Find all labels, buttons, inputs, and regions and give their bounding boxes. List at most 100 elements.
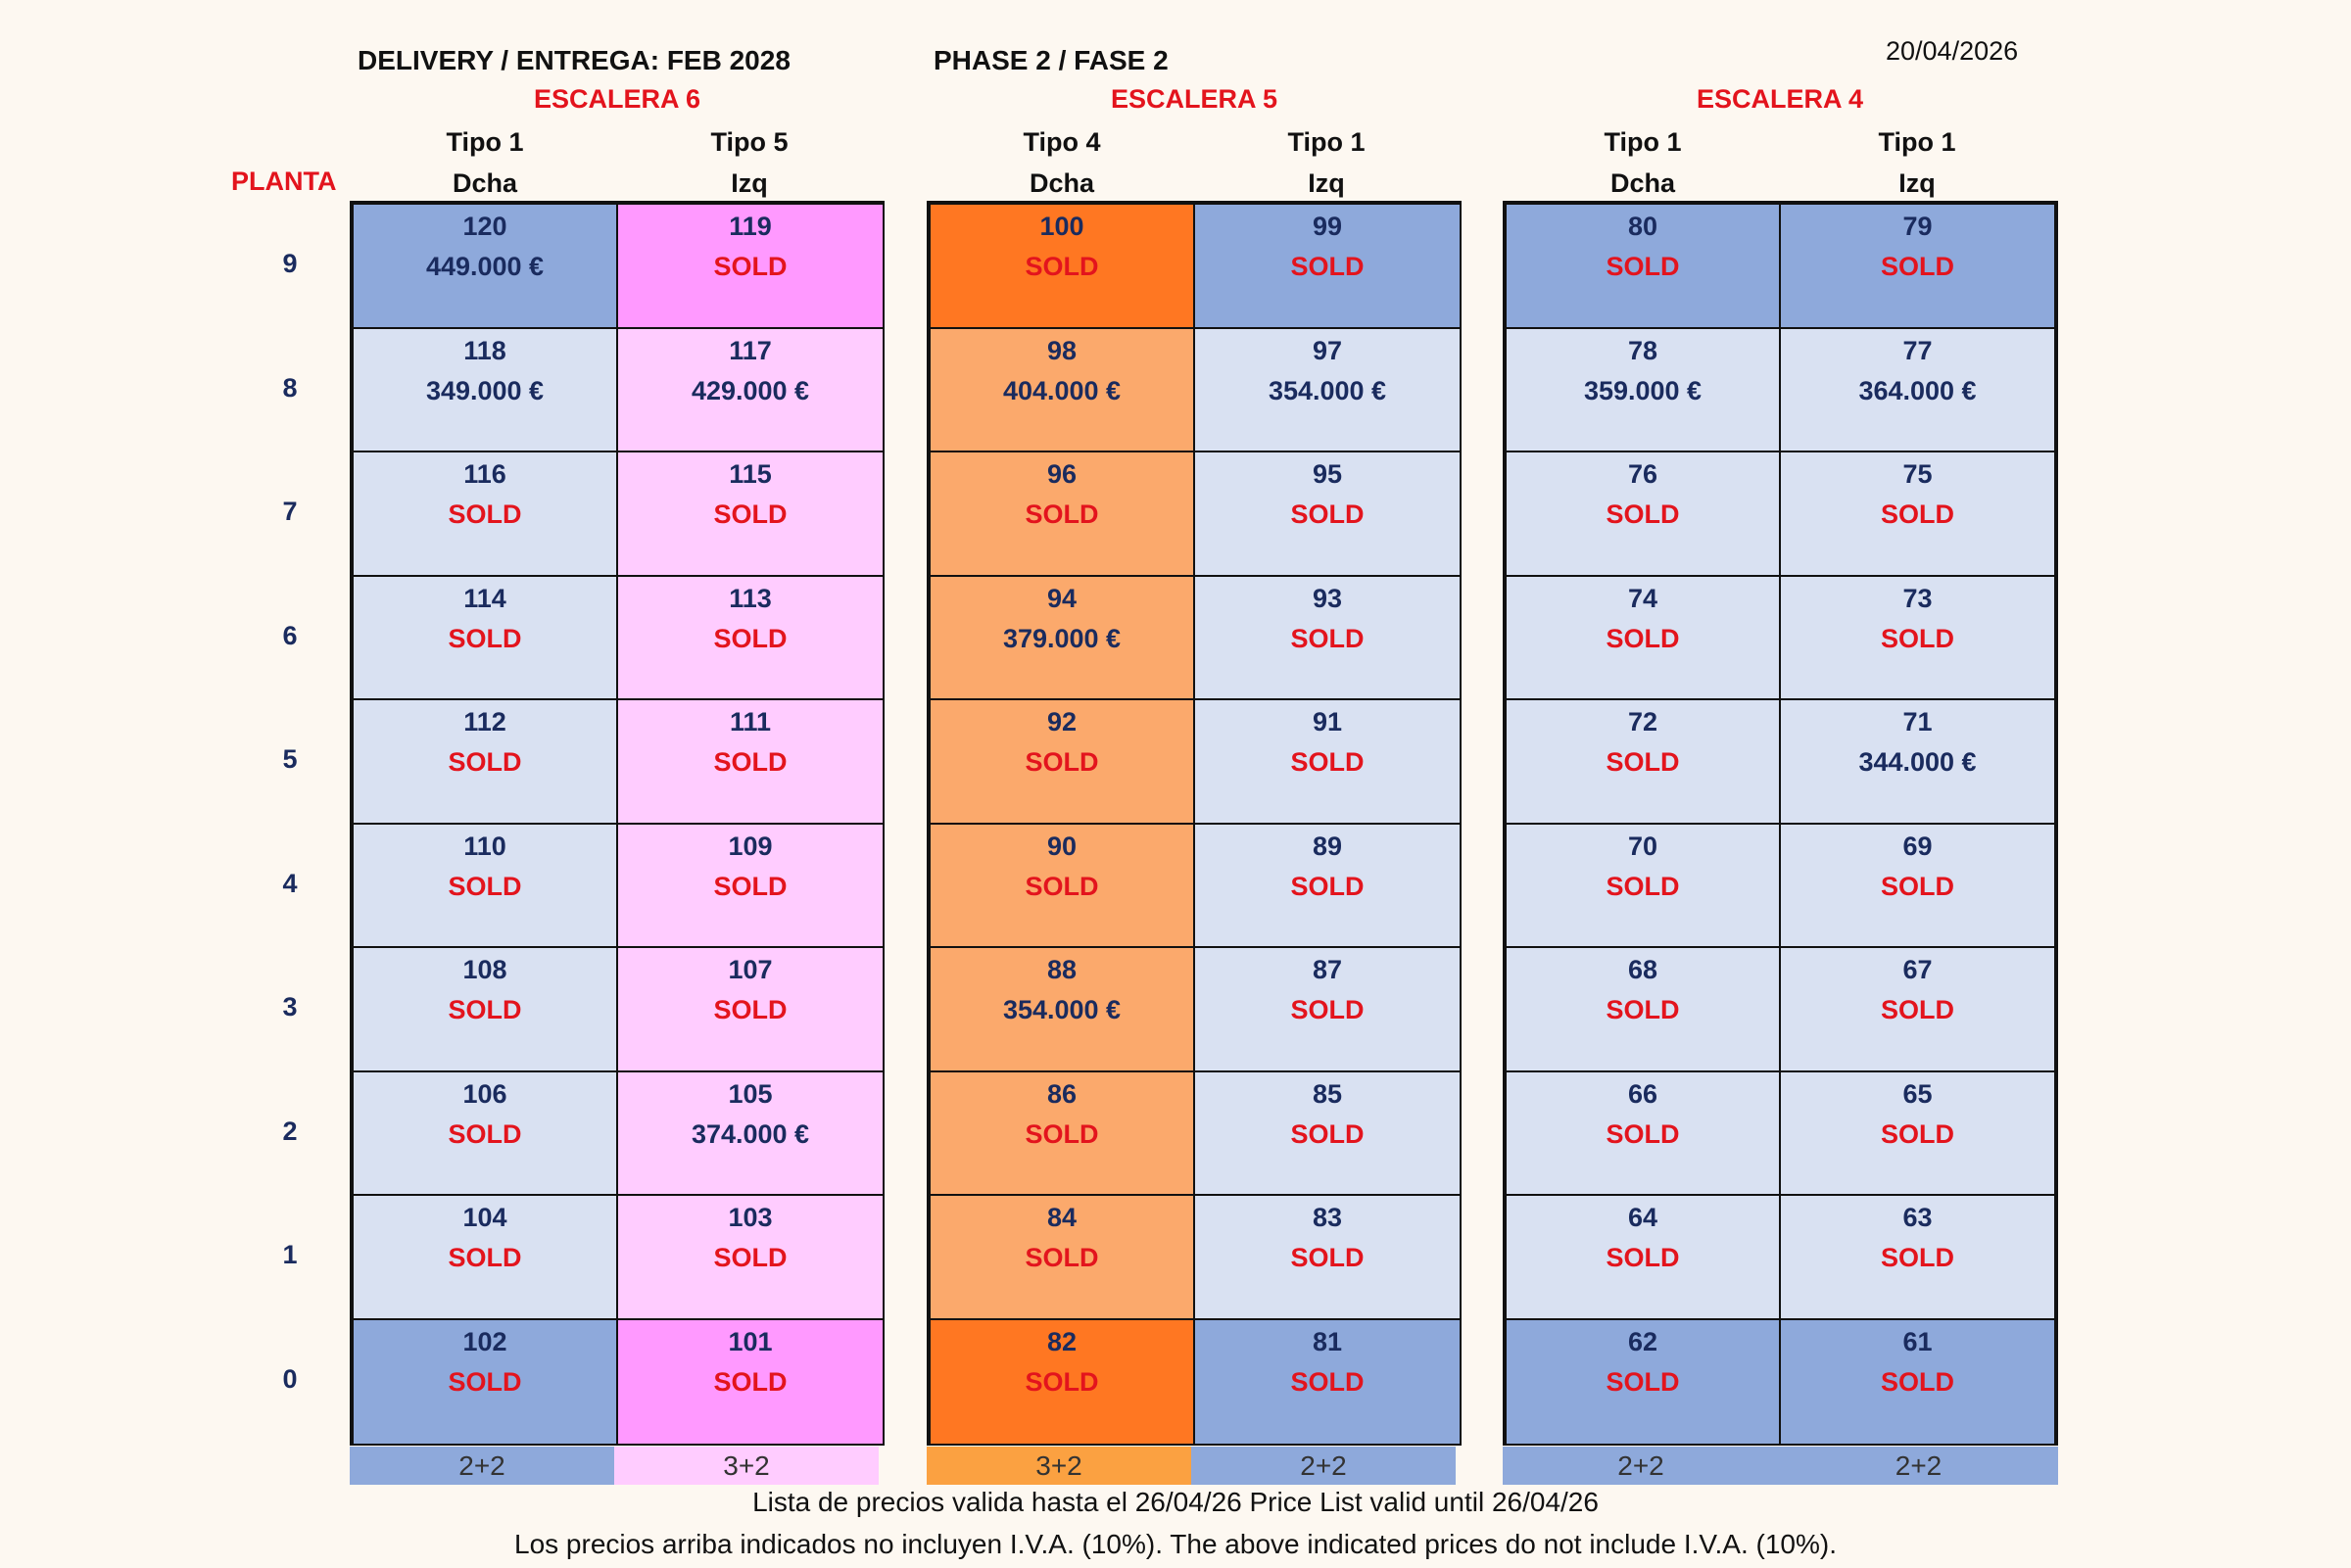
unit-cell: 69 SOLD	[1781, 824, 2054, 948]
unit-number: 89	[1312, 831, 1343, 861]
floor-label: 3	[282, 992, 298, 1022]
sold-status: SOLD	[448, 747, 522, 777]
unit-number: 76	[1627, 459, 1658, 489]
sold-status: SOLD	[1606, 1243, 1680, 1272]
column-header: Tipo 1 Izq	[1780, 121, 2054, 204]
footer-vat-note: Los precios arriba indicados no incluyen…	[514, 1529, 1837, 1559]
floor-label: 0	[282, 1363, 298, 1394]
unit-cell: 112 SOLD	[354, 700, 618, 825]
unit-number: 112	[463, 707, 506, 736]
tipo-label: Tipo 1	[446, 127, 524, 157]
floor-label: 2	[282, 1116, 298, 1146]
floor-label: 5	[282, 744, 298, 774]
sold-status: SOLD	[1606, 995, 1680, 1024]
sold-status: SOLD	[1606, 623, 1680, 653]
unit-number: 68	[1627, 955, 1658, 984]
unit-cell: 104 SOLD	[354, 1196, 618, 1320]
side-label: Dcha	[1609, 168, 1676, 198]
sold-status: SOLD	[448, 1366, 522, 1397]
unit-number: 93	[1312, 583, 1343, 613]
sold-status: SOLD	[1606, 1366, 1680, 1397]
unit-cell: 76 SOLD	[1507, 452, 1781, 577]
escalera-4-room-types: 2+2 2+2	[1503, 1447, 2058, 1485]
sold-status: SOLD	[1025, 871, 1099, 901]
tipo-label: Tipo 1	[1878, 127, 1956, 157]
unit-cell: 65 SOLD	[1781, 1071, 2054, 1196]
sold-status: SOLD	[448, 1118, 522, 1149]
room-type-label: 2+2	[1503, 1447, 1779, 1485]
unit-number: 69	[1902, 831, 1933, 861]
unit-cell: 97 354.000 €	[1195, 328, 1460, 452]
sold-status: SOLD	[1025, 252, 1099, 281]
unit-number: 77	[1902, 335, 1933, 365]
unit-cell: 101 SOLD	[618, 1319, 883, 1444]
sold-status: SOLD	[1290, 252, 1365, 281]
unit-number: 71	[1902, 707, 1933, 736]
unit-cell: 79 SOLD	[1781, 205, 2054, 329]
unit-cell: 71 344.000 €	[1781, 700, 2054, 825]
escalera-6-column-headers: Tipo 1 Dcha Tipo 5 Izq	[353, 121, 882, 204]
unit-number: 88	[1046, 955, 1078, 984]
unit-number: 96	[1046, 459, 1078, 489]
room-type-label: 2+2	[350, 1447, 614, 1485]
unit-number: 115	[729, 459, 772, 489]
room-type-label: 3+2	[927, 1447, 1191, 1485]
side-label: Dcha	[1029, 168, 1095, 198]
escalera-6-room-types: 2+2 3+2	[350, 1447, 885, 1485]
unit-number: 110	[463, 831, 506, 861]
unit-price: 379.000 €	[1002, 623, 1122, 653]
unit-cell: 93 SOLD	[1195, 576, 1460, 700]
unit-number: 65	[1902, 1078, 1933, 1109]
unit-cell: 108 SOLD	[354, 948, 618, 1072]
sold-status: SOLD	[448, 623, 522, 653]
unit-cell: 78 359.000 €	[1507, 328, 1781, 452]
sold-status: SOLD	[1025, 1118, 1099, 1149]
sold-status: SOLD	[1606, 252, 1680, 281]
unit-cell: 70 SOLD	[1507, 824, 1781, 948]
unit-number: 113	[729, 583, 772, 613]
unit-number: 117	[729, 335, 772, 365]
unit-number: 70	[1627, 831, 1658, 861]
unit-number: 102	[462, 1326, 507, 1356]
tipo-label: Tipo 1	[1604, 127, 1682, 157]
unit-number: 61	[1902, 1326, 1933, 1356]
sold-status: SOLD	[713, 747, 788, 777]
unit-number: 91	[1312, 707, 1343, 736]
sold-status: SOLD	[1606, 499, 1680, 529]
unit-number: 98	[1046, 335, 1078, 365]
unit-number: 97	[1312, 335, 1343, 365]
unit-cell: 98 404.000 €	[931, 328, 1195, 452]
unit-cell: 103 SOLD	[618, 1196, 883, 1320]
unit-price: 429.000 €	[691, 375, 810, 405]
sold-status: SOLD	[713, 1366, 788, 1397]
escalera-5-room-types: 3+2 2+2	[927, 1447, 1462, 1485]
unit-number: 99	[1312, 212, 1343, 241]
sold-status: SOLD	[448, 1243, 522, 1272]
unit-number: 87	[1312, 955, 1343, 984]
side-label: Izq	[1898, 168, 1936, 198]
unit-number: 66	[1627, 1078, 1658, 1109]
sold-status: SOLD	[1880, 1243, 1954, 1272]
floor-label: 6	[282, 620, 298, 650]
unit-cell: 99 SOLD	[1195, 205, 1460, 329]
sold-status: SOLD	[1025, 747, 1099, 777]
sold-status: SOLD	[1290, 1243, 1365, 1272]
floor-label: 1	[282, 1240, 298, 1269]
unit-cell: 87 SOLD	[1195, 948, 1460, 1072]
sold-status: SOLD	[1880, 1118, 1954, 1149]
sold-status: SOLD	[1880, 499, 1954, 529]
unit-cell: 61 SOLD	[1781, 1319, 2054, 1444]
sold-status: SOLD	[1290, 1118, 1365, 1149]
floor-label: 4	[282, 868, 298, 898]
sold-status: SOLD	[1290, 1366, 1365, 1397]
sold-status: SOLD	[448, 995, 522, 1024]
side-label: Dcha	[452, 168, 518, 198]
unit-cell: 85 SOLD	[1195, 1071, 1460, 1196]
unit-price: 359.000 €	[1583, 375, 1703, 405]
sold-status: SOLD	[1606, 1118, 1680, 1149]
sold-status: SOLD	[448, 499, 522, 529]
unit-number: 106	[462, 1078, 507, 1109]
sold-status: SOLD	[1880, 871, 1954, 901]
unit-number: 81	[1312, 1326, 1343, 1356]
unit-cell: 100 SOLD	[931, 205, 1195, 329]
